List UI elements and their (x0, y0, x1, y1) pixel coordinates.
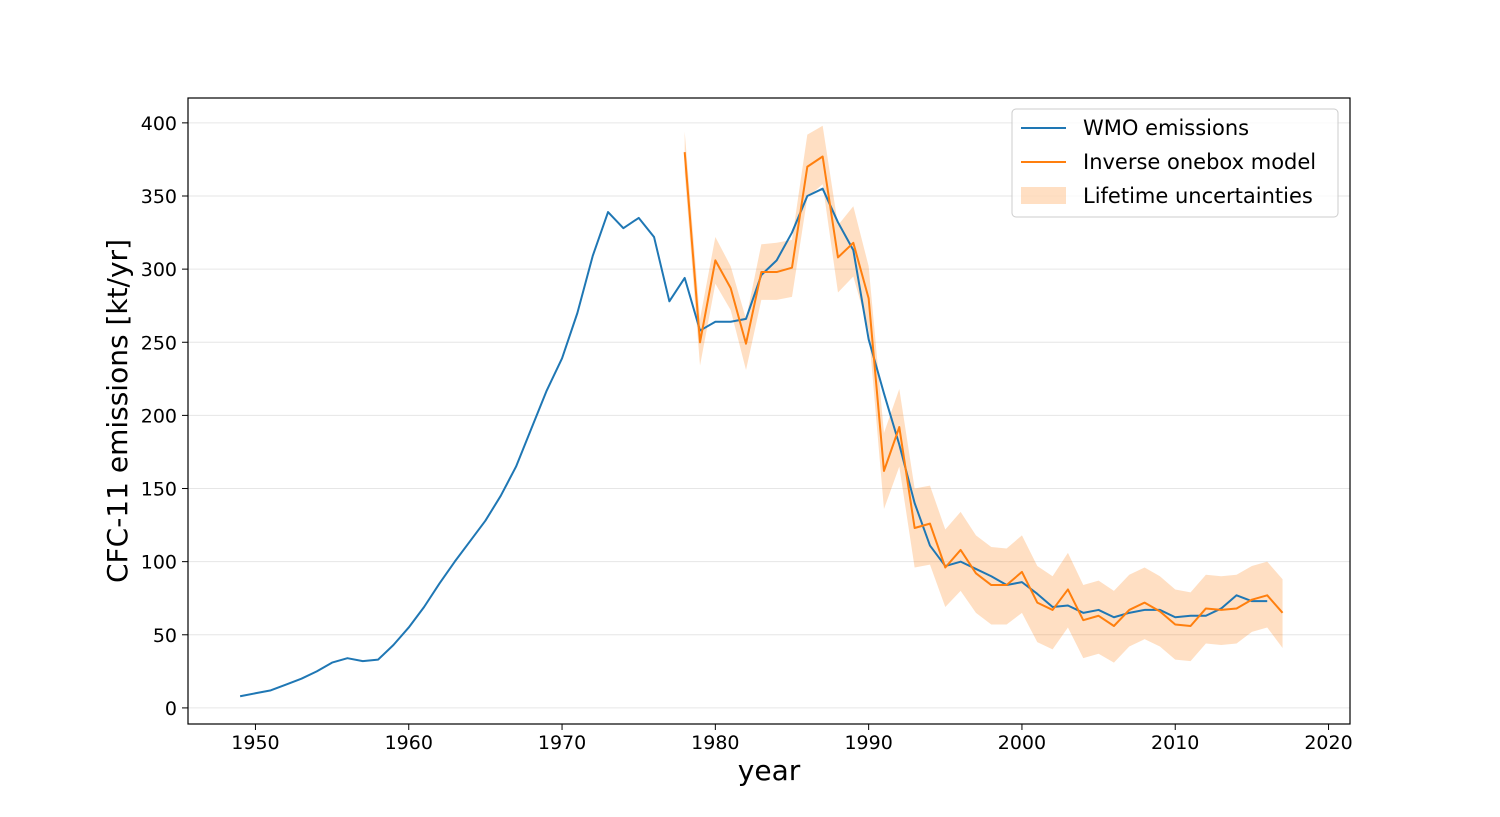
x-tick-label: 1970 (538, 732, 586, 754)
x-tick-label: 1980 (691, 732, 739, 754)
legend-box (1011, 108, 1339, 218)
legend-band-label: Lifetime uncertainties (1083, 184, 1313, 208)
y-axis-label: CFC-11 emissions [kt/yr] (101, 239, 134, 583)
grid-layer (188, 122, 1350, 709)
y-tick-label: 200 (141, 405, 177, 427)
x-axis: 1950 1960 1970 1980 1990 2000 2010 2020 (231, 724, 1353, 754)
legend-inverse-label: Inverse onebox model (1083, 150, 1316, 174)
y-tick-label: 400 (141, 113, 177, 135)
x-axis-label: year (738, 754, 801, 787)
band-layer (684, 125, 1283, 663)
x-tick-label: 1950 (231, 732, 279, 754)
x-tick-label: 2000 (998, 732, 1046, 754)
y-tick-label: 150 (141, 479, 177, 501)
plot-frame (187, 97, 1351, 725)
inverse-onebox-line (683, 152, 1284, 627)
legend-band-swatch (1021, 187, 1066, 204)
y-axis: 0 50 100 150 200 250 300 350 400 (141, 113, 188, 720)
x-tick-label: 2020 (1304, 732, 1352, 754)
y-tick-label: 0 (165, 698, 177, 720)
y-tick-label: 350 (141, 186, 177, 208)
lifetime-uncertainty-band (684, 125, 1283, 663)
x-tick-label: 1960 (385, 732, 433, 754)
y-tick-label: 50 (153, 625, 177, 647)
legend: WMO emissions Inverse onebox model Lifet… (1011, 108, 1339, 218)
wmo-emissions-line (239, 187, 1268, 698)
series-layer (239, 152, 1284, 698)
y-tick-label: 300 (141, 259, 177, 281)
x-tick-label: 1990 (844, 732, 892, 754)
y-tick-label: 250 (141, 332, 177, 354)
x-tick-label: 2010 (1151, 732, 1199, 754)
y-tick-label: 100 (141, 552, 177, 574)
legend-wmo-label: WMO emissions (1083, 116, 1249, 140)
